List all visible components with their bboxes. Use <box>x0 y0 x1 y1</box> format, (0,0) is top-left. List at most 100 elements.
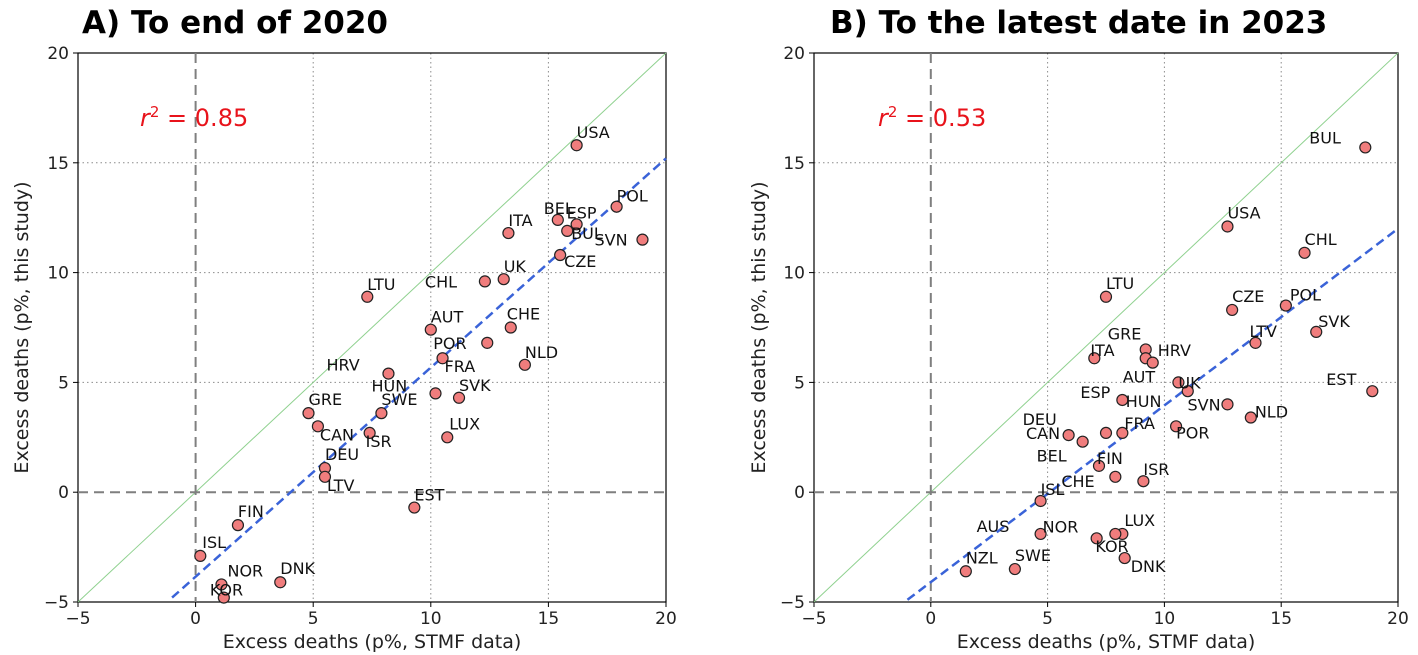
panel-a-point-usa <box>570 139 583 152</box>
panel-a-point-label-por: POR <box>433 334 466 353</box>
panel-b-point-label-bul: BUL <box>1309 128 1341 147</box>
panel-b-point-che <box>1109 470 1122 483</box>
panel-a-point-bel <box>551 213 564 226</box>
panel-b-point-est <box>1366 385 1379 398</box>
panel-b-point-cze <box>1226 303 1239 317</box>
panel-b-y-tick-label: −5 <box>780 593 805 613</box>
panel-b-point-label-nzl: NZL <box>966 548 998 567</box>
panel-b-point-label-aus: AUS <box>977 517 1010 536</box>
panel-b-point-fin <box>1092 459 1106 472</box>
panel-a-identity-line <box>77 52 667 603</box>
panel-a-point-fra <box>436 352 449 365</box>
panel-b-point-label-svk: SVK <box>1318 312 1350 331</box>
panel-b-point-swe <box>1008 562 1021 576</box>
panel-a-point-che <box>504 321 517 334</box>
panel-b-x-tick-label: −5 <box>801 609 826 629</box>
panel-b-y-tick-label: 5 <box>794 373 805 393</box>
panel-a-point-isr <box>363 426 376 440</box>
panel-b-identity-line <box>813 52 1399 603</box>
panel-a-point-isl <box>194 549 207 562</box>
panel-b-point-label-fra: FRA <box>1124 414 1155 433</box>
panel-a-r2-value: = 0.85 <box>159 104 248 132</box>
panel-b-point-aut <box>1146 356 1159 369</box>
panel-b-point-label-aut: AUT <box>1123 368 1156 387</box>
panel-b-x-tick-label: 15 <box>1270 609 1292 629</box>
panel-b-point-ltv <box>1249 336 1262 349</box>
panel-a-point-label-lux: LUX <box>449 414 480 433</box>
panel-a-point-hrv <box>382 367 395 380</box>
panel-a-point-label-kor: KOR <box>210 581 243 600</box>
panel-a-r2-exponent: 2 <box>150 103 160 121</box>
panel-b-point-label-che: CHE <box>1061 472 1094 491</box>
panel-a-point-label-nor: NOR <box>227 561 263 580</box>
panel-b-point-esp <box>1116 393 1129 407</box>
panel-a-point-label-est: EST <box>414 486 444 505</box>
panel-a-point-label-svk: SVK <box>459 376 491 395</box>
panel-a-y-tick-label: 10 <box>47 264 69 284</box>
panel-a-y-tick-label: 5 <box>58 373 69 393</box>
panel-a-point-label-hun: HUN <box>372 376 408 395</box>
panel-a-x-tick-label: −5 <box>65 609 90 629</box>
panel-b-point-label-usa: USA <box>1227 203 1260 222</box>
panel-b-fit-line <box>906 227 1399 601</box>
panel-b-point-label-hun: HUN <box>1126 392 1162 411</box>
panel-b-title: B) To the latest date in 2023 <box>830 5 1327 41</box>
panel-a-point-label-aut: AUT <box>431 308 464 327</box>
panel-b-point-bul <box>1359 141 1372 154</box>
panel-b: B) To the latest date in 2023 −5−5 0 0 5 5 10… <box>748 5 1409 653</box>
panel-b-r2-annotation: r2 = 0.53 <box>878 103 986 132</box>
panel-a-x-tick-label: 15 <box>538 609 560 629</box>
panel-a-point-label-chl: CHL <box>425 272 457 291</box>
panel-a-point-label-uk: UK <box>504 257 527 276</box>
panel-b-y-tick-label: 10 <box>783 264 805 284</box>
panel-a-point-label-fin: FIN <box>238 502 264 521</box>
panel-a-point-lux <box>441 431 454 444</box>
panel-a-r2-annotation: r2 = 0.85 <box>140 103 248 132</box>
panel-b-x-tick-label: 20 <box>1387 609 1409 629</box>
panel-a-point-label-svn: SVN <box>594 231 627 250</box>
panel-a-point-ltv <box>318 470 332 483</box>
panel-b-point-label-ltv: LTV <box>1250 322 1277 341</box>
panel-b-point-label-isr: ISR <box>1143 460 1169 479</box>
panel-b-point-uk <box>1172 376 1185 389</box>
panel-a-y-tick-label: 0 <box>58 483 69 503</box>
panel-b-point-por <box>1169 420 1183 433</box>
panel-b-point-label-pol: POL <box>1290 286 1321 305</box>
panel-a-point-dnk <box>274 576 287 589</box>
panel-b-point-isl <box>1034 494 1047 508</box>
panel-b-point-kor <box>1109 527 1122 541</box>
panel-b-point-label-swe: SWE <box>1015 546 1051 565</box>
panel-a-point-pol <box>610 200 623 213</box>
panel-b-point-svn <box>1221 398 1234 411</box>
panel-a-point-label-esp: ESP <box>567 203 597 222</box>
panel-b-point-label-kor: KOR <box>1095 537 1128 556</box>
panel-a-point-gre <box>302 407 315 420</box>
panel-b-plot-frame <box>813 52 1399 603</box>
panel-b-y-axis-label: Excess deaths (p%, this study) <box>748 181 770 473</box>
panel-b-point-can <box>1099 426 1113 440</box>
panel-a-point-label-ita: ITA <box>508 211 532 230</box>
panel-b-point-dnk <box>1118 551 1131 565</box>
panel-a-x-tick-label: 5 <box>308 609 319 629</box>
panel-a-point-nor <box>215 578 228 591</box>
panel-b-point-nzl <box>959 565 972 578</box>
panel-a-point-label-bul: BUL <box>571 224 603 243</box>
panel-a-point-svn <box>636 233 649 246</box>
panel-a-point-kor <box>217 591 230 604</box>
panel-b-point-ltu <box>1099 290 1113 303</box>
panel-a-point-label-isr: ISR <box>366 432 392 451</box>
panel-a-point-cze <box>554 248 567 262</box>
panel-a-y-axis-label: Excess deaths (p%, this study) <box>11 181 33 473</box>
panel-a-point-label-fra: FRA <box>445 357 476 376</box>
panel-b-point-label-est: EST <box>1326 370 1356 389</box>
panel-b-point-aus <box>1034 527 1047 541</box>
panel-b-r2-exponent: 2 <box>888 103 898 121</box>
panel-b-point-chl <box>1298 246 1311 259</box>
panel-b-point-label-por: POR <box>1176 423 1209 442</box>
panel-a-point-ltu <box>361 290 374 303</box>
panel-a-y-tick-label: 20 <box>47 44 69 64</box>
panel-a-point-label-gre: GRE <box>308 390 342 409</box>
panel-b-x-tick-label: 10 <box>1154 609 1176 629</box>
panel-a-point-label-hrv: HRV <box>326 356 359 375</box>
